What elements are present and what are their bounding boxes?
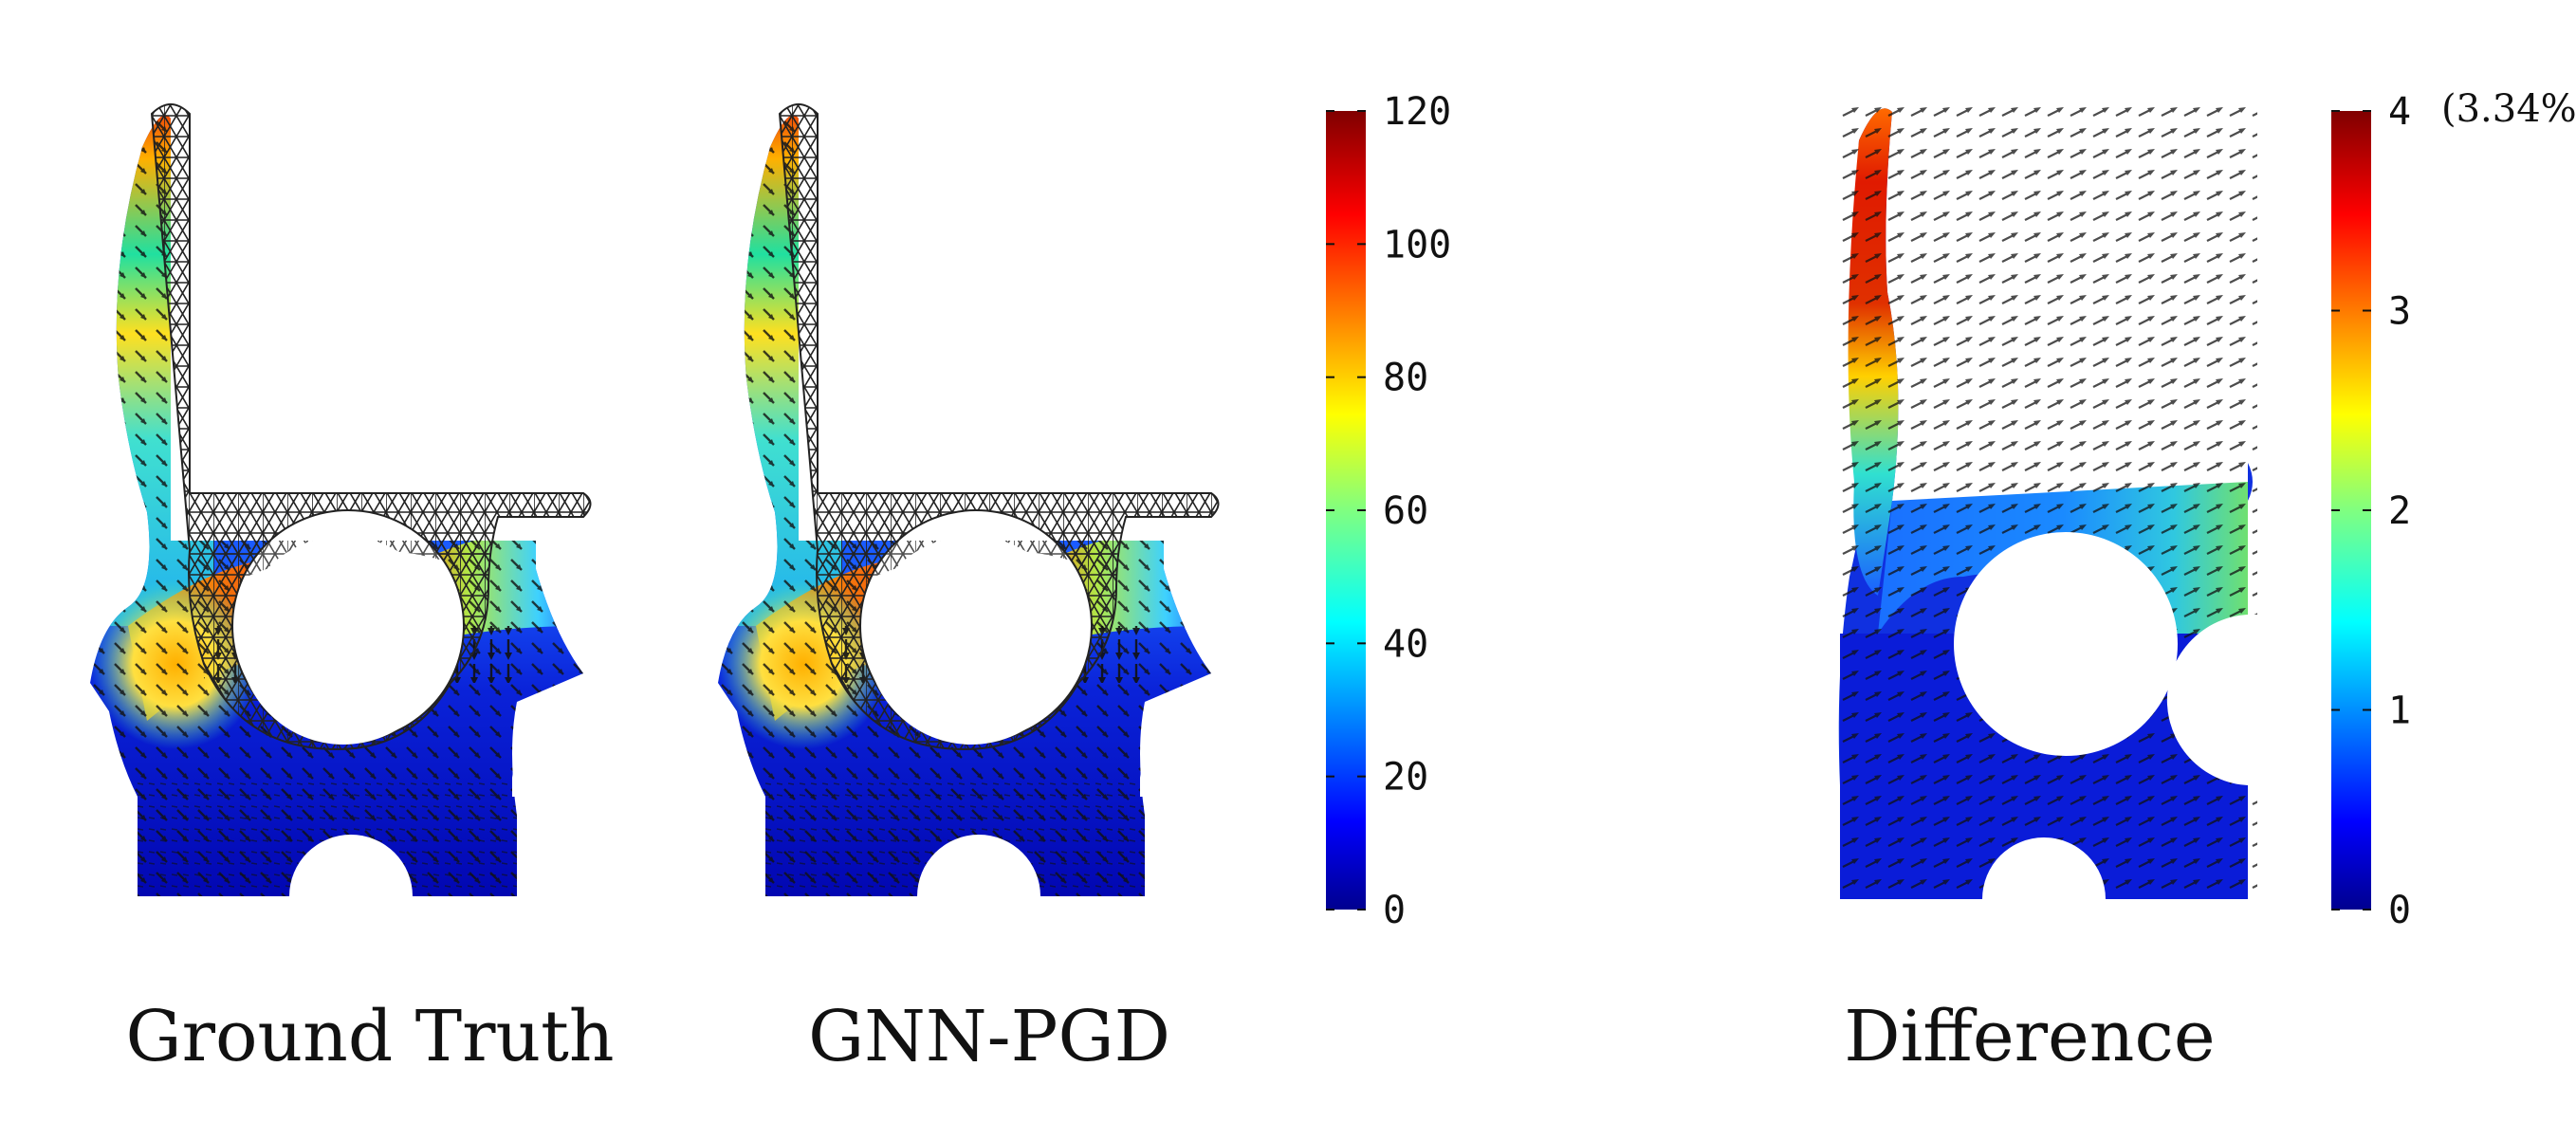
panel-gnn-pgd xyxy=(680,103,1287,972)
colorbar-tick-label: 80 xyxy=(1383,357,1428,400)
colorbar-tick-label: 100 xyxy=(1383,223,1451,267)
colorbar-main: 0 20 40 60 80 100 120 xyxy=(1326,90,1451,932)
colorbar-tick-label: 0 xyxy=(2388,889,2411,932)
colorbar-tick-label: 40 xyxy=(1383,622,1428,666)
colorbar-tick-label: 120 xyxy=(1383,90,1451,134)
panel-ground-truth xyxy=(52,103,659,972)
caption-gnn-pgd: GNN-PGD xyxy=(808,996,1170,1077)
difference-field xyxy=(1838,102,2257,899)
difference-right-notch xyxy=(2166,614,2257,786)
colorbar-diff-ticks: 0 1 2 3 4 xyxy=(2331,90,2411,932)
colorbar-main-ticks: 0 20 40 60 80 100 120 xyxy=(1326,90,1451,932)
colorbar-tick-label: 0 xyxy=(1383,889,1406,932)
caption-difference: Difference xyxy=(1844,996,2215,1077)
colorbar-tick-label: 1 xyxy=(2388,690,2411,733)
difference-bottom-hole xyxy=(1982,837,2106,899)
panel-difference xyxy=(1838,102,2257,899)
colorbar-tick-label: 4 xyxy=(2388,90,2411,134)
colorbar-tick-label: 20 xyxy=(1383,756,1428,800)
difference-center-hole xyxy=(1954,532,2178,756)
ground-truth-center-hole xyxy=(239,536,448,745)
gnn-pgd-right-notch xyxy=(1140,701,1268,797)
colorbar-diff-top-note: (3.34%) xyxy=(2441,87,2576,131)
ground-truth-right-notch xyxy=(512,701,640,797)
caption-ground-truth: Ground Truth xyxy=(125,996,614,1077)
gnn-pgd-center-hole xyxy=(867,536,1076,745)
colorbar-diff: 0 1 2 3 4 (3.34%) xyxy=(2331,87,2576,932)
colorbar-tick-label: 2 xyxy=(2388,489,2411,533)
colorbar-tick-label: 3 xyxy=(2388,290,2411,334)
colorbar-tick-label: 60 xyxy=(1383,489,1428,533)
